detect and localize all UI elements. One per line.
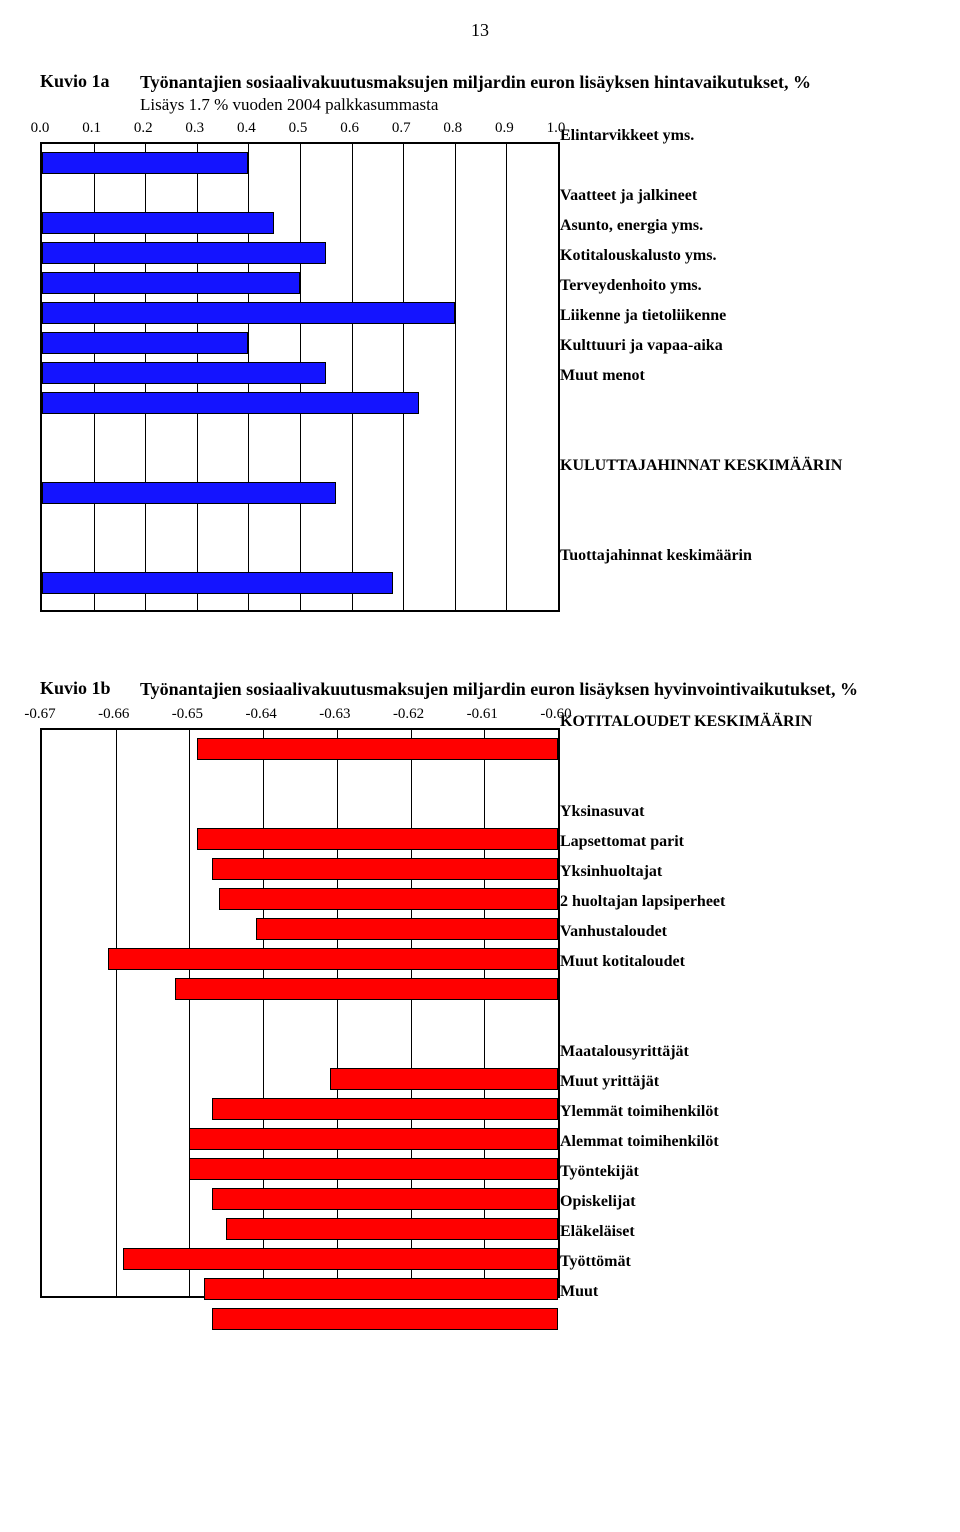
bar (42, 242, 326, 264)
chart-b-id: Kuvio 1b (40, 678, 140, 699)
bar (212, 1308, 558, 1330)
legend-label: Ylemmät toimihenkilöt (560, 1102, 719, 1121)
chart-a-plot (40, 142, 560, 612)
bar (212, 858, 558, 880)
legend-label: Tuottajahinnat keskimäärin (560, 546, 752, 565)
axis-tick: 0.8 (443, 120, 462, 137)
bar (219, 888, 558, 910)
page-number: 13 (40, 20, 920, 41)
axis-tick: 0.9 (495, 120, 514, 137)
bar (108, 948, 558, 970)
legend-label: Työntekijät (560, 1162, 639, 1181)
axis-tick: -0.64 (246, 706, 277, 723)
bar (330, 1068, 559, 1090)
legend-label: KULUTTAJAHINNAT KESKIMÄÄRIN (560, 456, 842, 475)
bar (42, 152, 248, 174)
bar (175, 978, 558, 1000)
axis-tick: 0.6 (340, 120, 359, 137)
axis-tick: -0.67 (24, 706, 55, 723)
legend-label: Muut (560, 1282, 598, 1301)
legend-label: Opiskelijat (560, 1192, 636, 1211)
chart-b-legend: KOTITALOUDET KESKIMÄÄRIN Yksinasuvat Lapse… (560, 706, 920, 1324)
legend-label: Yksinhuoltajat (560, 862, 662, 881)
bar (42, 572, 393, 594)
bar (204, 1278, 558, 1300)
legend-label: Yksinasuvat (560, 802, 644, 821)
bar (42, 332, 248, 354)
bar (197, 738, 558, 760)
chart-b: Kuvio 1b Työnantajien sosiaalivakuutusma… (40, 678, 920, 1323)
axis-tick: 0.7 (392, 120, 411, 137)
axis-tick: 0.2 (134, 120, 153, 137)
bar (226, 1218, 558, 1240)
bar (42, 392, 419, 414)
axis-tick: 0.3 (185, 120, 204, 137)
legend-label: Alemmat toimihenkilöt (560, 1132, 719, 1151)
legend-label: Lapsettomat parit (560, 832, 684, 851)
axis-tick: -0.63 (319, 706, 350, 723)
chart-a-legend: Elintarvikkeet yms. Vaatteet ja jalkineet… (560, 120, 920, 638)
bar (256, 918, 558, 940)
legend-label: Työttömät (560, 1252, 631, 1271)
legend-label: Terveydenhoito yms. (560, 276, 702, 295)
bar (189, 1158, 558, 1180)
chart-a-id: Kuvio 1a (40, 71, 140, 92)
legend-label: Vanhustaloudet (560, 922, 667, 941)
axis-tick: 0.0 (31, 120, 50, 137)
axis-tick: 0.5 (289, 120, 308, 137)
bar (197, 828, 558, 850)
bar (212, 1188, 558, 1210)
bar (123, 1248, 558, 1270)
legend-label: Muut menot (560, 366, 645, 385)
legend-label: Muut kotitaloudet (560, 952, 685, 971)
bar (42, 302, 455, 324)
chart-a-subtitle: Lisäys 1.7 % vuoden 2004 palkkasummasta (140, 94, 920, 116)
legend-label: Elintarvikkeet yms. (560, 126, 694, 145)
bar (189, 1128, 558, 1150)
legend-label: Asunto, energia yms. (560, 216, 703, 235)
chart-b-plot (40, 728, 560, 1298)
axis-tick: 0.4 (237, 120, 256, 137)
axis-tick: -0.61 (467, 706, 498, 723)
axis-tick: -0.62 (393, 706, 424, 723)
legend-label: Maatalousyrittäjät (560, 1042, 689, 1061)
axis-tick: -0.65 (172, 706, 203, 723)
chart-a: Kuvio 1a Työnantajien sosiaalivakuutusma… (40, 71, 920, 638)
chart-b-axis: -0.67-0.66-0.65-0.64-0.63-0.62-0.61-0.60 (40, 706, 560, 728)
bar (212, 1098, 558, 1120)
legend-label: KOTITALOUDET KESKIMÄÄRIN (560, 712, 812, 731)
bar (42, 212, 274, 234)
legend-label: Muut yrittäjät (560, 1072, 659, 1091)
legend-label: Kotitalouskalusto yms. (560, 246, 716, 265)
axis-tick: -0.66 (98, 706, 129, 723)
legend-label: 2 huoltajan lapsiperheet (560, 892, 725, 911)
chart-a-axis: 0.00.10.20.30.40.50.60.70.80.91.0 (40, 120, 560, 142)
legend-label: Vaatteet ja jalkineet (560, 186, 697, 205)
bar (42, 272, 300, 294)
chart-a-title: Työnantajien sosiaalivakuutusmaksujen mi… (140, 71, 920, 94)
bar (42, 362, 326, 384)
chart-b-title: Työnantajien sosiaalivakuutusmaksujen mi… (140, 678, 920, 701)
axis-tick: 0.1 (82, 120, 101, 137)
bar (42, 482, 336, 504)
legend-label: Eläkeläiset (560, 1222, 635, 1241)
legend-label: Kulttuuri ja vapaa-aika (560, 336, 723, 355)
legend-label: Liikenne ja tietoliikenne (560, 306, 726, 325)
